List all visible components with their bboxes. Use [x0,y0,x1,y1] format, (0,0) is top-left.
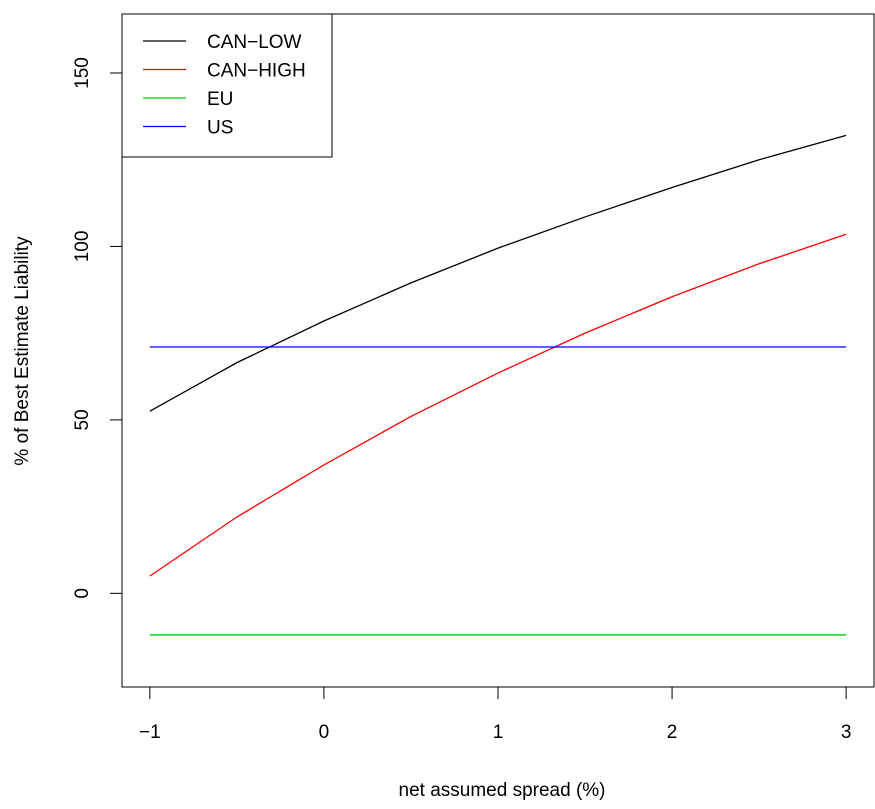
x-axis-title: net assumed spread (%) [399,780,606,801]
x-tick-label: 0 [319,722,330,743]
x-tick-label: 1 [493,722,504,743]
y-tick-label: 150 [72,57,93,89]
legend: CAN−LOW CAN−HIGH EU US [121,13,333,158]
x-tick-label: 2 [667,722,678,743]
legend-label: CAN−HIGH [207,61,306,82]
legend-box [121,13,333,158]
y-tick-label: 0 [72,588,93,599]
series-line-1 [149,233,847,577]
legend-label: EU [207,89,233,110]
legend-label: CAN−LOW [207,32,302,53]
y-tick-label: 50 [72,409,93,430]
y-axis: 0 50 100 150 [72,57,123,599]
y-tick-label: 100 [72,231,93,263]
x-tick-label: −1 [139,722,161,743]
series-line-0 [149,134,847,412]
y-axis-title: % of Best Estimate Liability [12,236,33,466]
x-axis: −1 0 1 2 3 [139,686,852,743]
x-tick-label: 3 [841,722,852,743]
legend-label: US [207,118,233,139]
series-layer [149,134,847,636]
